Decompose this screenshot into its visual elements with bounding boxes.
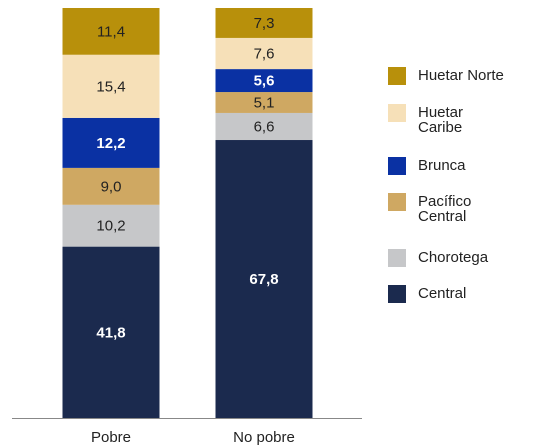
data-label: 6,6 (254, 118, 275, 135)
legend-item: Central (388, 285, 508, 303)
bar-segment (215, 37, 313, 70)
legend-swatch (388, 104, 406, 122)
legend-item: Huetar Norte (388, 67, 508, 85)
data-label: 67,8 (249, 271, 278, 288)
data-label: 5,6 (254, 73, 275, 90)
bar-segment (62, 204, 160, 247)
legend-label: Central (418, 285, 467, 302)
legend-item: Pacífico Central (388, 193, 508, 224)
legend-label: Huetar Caribe (418, 104, 464, 136)
legend-label: Chorotega (418, 249, 489, 266)
legend-swatch (388, 67, 406, 85)
legend-swatch (388, 157, 406, 175)
legend-label: Brunca (418, 157, 466, 174)
bar-segment (62, 117, 160, 168)
bar-segment (62, 8, 160, 55)
legend-item: Brunca (388, 157, 508, 175)
x-tick-label: Pobre (91, 429, 131, 446)
legend-item: Huetar Caribe (388, 104, 508, 135)
bar-segment (215, 112, 313, 141)
legend-swatch (388, 193, 406, 211)
bar-segment (215, 140, 313, 418)
bar-segment (62, 167, 160, 205)
bar-segment (62, 246, 160, 418)
bar-segment (215, 92, 313, 113)
legend-item: Chorotega (388, 249, 508, 267)
data-label: 7,3 (254, 15, 275, 32)
data-label: 9,0 (101, 178, 122, 195)
data-label: 41,8 (96, 324, 125, 341)
data-label: 7,6 (254, 45, 275, 62)
legend-label: Pacífico Central (418, 193, 472, 225)
legend-label: Huetar Norte (418, 67, 504, 84)
bar-segment (62, 54, 160, 118)
bar-segment (215, 8, 313, 38)
data-label: 15,4 (96, 78, 125, 95)
data-label: 11,4 (97, 23, 125, 40)
data-label: 5,1 (254, 94, 275, 111)
legend-swatch (388, 249, 406, 267)
bar-segment (215, 69, 313, 93)
data-label: 12,2 (96, 135, 125, 152)
legend-swatch (388, 285, 406, 303)
data-label: 10,2 (96, 218, 125, 235)
x-tick-label: No pobre (233, 429, 295, 446)
